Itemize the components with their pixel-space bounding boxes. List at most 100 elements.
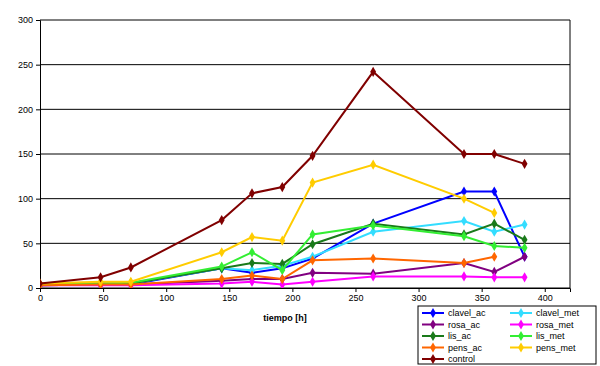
grid-line <box>40 109 570 110</box>
point <box>522 219 528 229</box>
point <box>461 271 467 281</box>
x-tick: 50 <box>99 288 109 303</box>
y-tick-label: 50 <box>23 239 33 249</box>
point <box>310 268 316 278</box>
legend-marker <box>430 319 436 329</box>
y-tick-mark <box>36 243 40 244</box>
point <box>491 241 497 251</box>
x-tick: 0 <box>38 288 43 303</box>
y-tick-label: 100 <box>18 194 33 204</box>
point <box>522 252 528 262</box>
point <box>219 261 225 271</box>
x-tick-mark <box>419 288 420 292</box>
point <box>40 278 43 288</box>
legend-label: rosa_ac <box>448 320 481 330</box>
point <box>279 274 285 284</box>
legend-label: control <box>448 354 475 364</box>
series-line <box>40 72 525 284</box>
x-tick-label: 50 <box>99 293 109 303</box>
legend-label: rosa_met <box>536 320 574 330</box>
point <box>279 182 285 192</box>
legend-label: clavel_ac <box>448 308 486 318</box>
point <box>370 253 376 263</box>
point <box>370 220 376 230</box>
legend-entry: pens_met <box>510 342 576 352</box>
x-axis-title: tiempo [h] <box>263 313 307 323</box>
x-tick: 200 <box>285 288 300 303</box>
y-tick-label: 300 <box>18 15 33 25</box>
y-tick: 0 <box>28 283 40 293</box>
legend-marker <box>518 308 524 318</box>
legend-entry: control <box>422 354 475 364</box>
grid-line <box>40 20 570 21</box>
legend-label: pens_ac <box>448 343 483 353</box>
y-tick-mark <box>36 154 40 155</box>
x-tick: 150 <box>222 288 237 303</box>
point <box>40 279 43 288</box>
point <box>461 216 467 226</box>
x-tick-mark <box>355 288 356 292</box>
x-tick-mark <box>292 288 293 292</box>
x-axis-line <box>41 289 571 293</box>
point <box>522 272 528 282</box>
y-tick: 250 <box>18 60 40 70</box>
point <box>249 270 255 280</box>
series <box>40 220 528 288</box>
legend-marker <box>518 319 524 329</box>
x-tick-label: 300 <box>412 293 427 303</box>
point <box>249 232 255 242</box>
point <box>219 215 225 225</box>
legend-entry: rosa_met <box>510 319 574 329</box>
legend-marker <box>518 342 524 352</box>
y-tick-label: 150 <box>18 149 33 159</box>
point <box>279 265 285 275</box>
series <box>40 219 528 288</box>
point <box>491 149 497 159</box>
x-tick: 300 <box>412 288 427 303</box>
legend-entry: lis_ac <box>422 331 472 341</box>
point <box>491 252 497 262</box>
point <box>461 194 467 204</box>
y-tick-mark <box>36 20 40 21</box>
y-tick-mark <box>36 109 40 110</box>
point <box>98 272 104 282</box>
x-tick-mark <box>482 288 483 292</box>
point <box>491 219 497 229</box>
point <box>491 208 497 218</box>
point <box>279 274 285 284</box>
point <box>310 255 316 265</box>
legend-marker <box>430 308 436 318</box>
point <box>370 67 376 77</box>
y-tick: 300 <box>18 15 40 25</box>
x-tick-label: 100 <box>159 293 174 303</box>
point <box>491 272 497 282</box>
point <box>279 236 285 246</box>
point <box>522 159 528 169</box>
series-line <box>40 221 525 284</box>
legend-entry: pens_ac <box>422 342 483 352</box>
y-tick-mark <box>36 199 40 200</box>
x-tick-label: 200 <box>285 293 300 303</box>
y-tick: 200 <box>18 105 40 115</box>
point <box>461 149 467 159</box>
x-tick: 350 <box>475 288 490 303</box>
x-tick: 250 <box>348 288 363 303</box>
series <box>40 67 528 288</box>
series-line <box>40 224 525 285</box>
legend-entry: rosa_ac <box>422 319 481 329</box>
x-tick-mark <box>40 288 41 292</box>
point <box>40 278 43 288</box>
x-tick-mark <box>103 288 104 292</box>
y-tick: 100 <box>18 194 40 204</box>
point <box>219 274 225 284</box>
point <box>461 258 467 268</box>
x-tick: 100 <box>159 288 174 303</box>
x-tick-label: 250 <box>348 293 363 303</box>
y-axis-line <box>36 21 41 289</box>
point <box>128 277 134 287</box>
point <box>40 279 43 288</box>
series <box>40 216 528 288</box>
grid-line <box>40 64 570 65</box>
legend-label: pens_met <box>536 343 576 353</box>
x-tick-label: 350 <box>475 293 490 303</box>
